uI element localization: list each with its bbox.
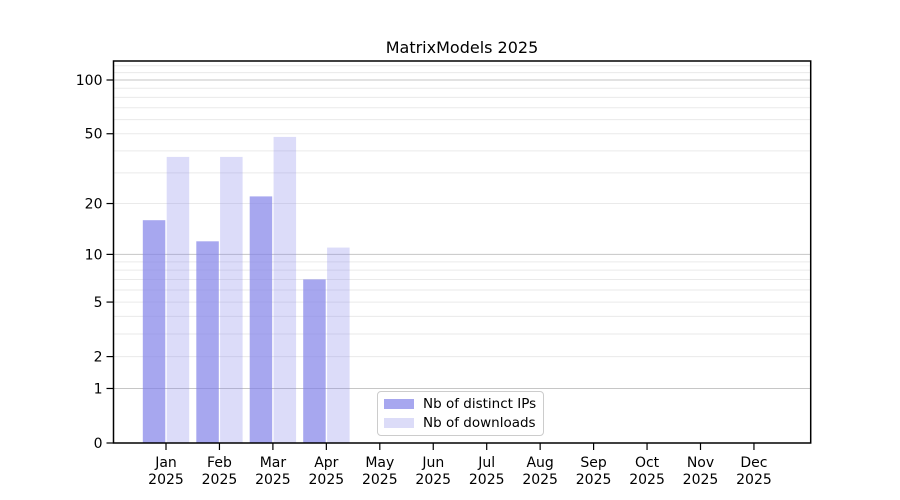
x-tick-label-month: Mar [260,455,287,471]
y-tick-label: 100 [76,73,103,89]
legend-item-distinct-ips: Nb of distinct IPs [384,396,537,412]
bar [273,136,297,443]
y-tick-label: 2 [94,350,103,366]
x-tick-label-year: 2025 [255,472,291,488]
x-tick-label-year: 2025 [362,472,398,488]
x-tick-label-month: Oct [635,455,660,471]
x-tick-label-month: Aug [526,455,553,471]
x-tick-label-year: 2025 [202,472,238,488]
x-tick-label-year: 2025 [736,472,772,488]
bar [303,279,326,443]
legend-label-distinct-ips: Nb of distinct IPs [423,396,537,412]
legend-swatch-downloads-icon [384,418,414,428]
gridlines-minor [113,65,811,358]
y-tick-label: 1 [94,381,103,397]
x-tick-label-year: 2025 [309,472,345,488]
bar [142,220,166,443]
x-tick-label-month: Jul [477,455,495,471]
x-tick-label-month: Feb [207,455,232,471]
x-tick-label-month: Jan [154,455,177,471]
x-tick-label-year: 2025 [148,472,184,488]
x-tick-label-year: 2025 [683,472,719,488]
x-tick-label-year: 2025 [469,472,505,488]
legend-item-downloads: Nb of downloads [384,415,537,431]
bars-series-0 [142,196,326,443]
x-tick-label-month: Apr [314,455,338,471]
x-tick-label-month: Sep [580,455,607,471]
y-tick-label: 0 [94,436,103,452]
axes-box [112,60,812,444]
y-tick-label: 10 [85,247,103,263]
bars-series-1 [166,136,350,443]
x-tick-label-year: 2025 [629,472,665,488]
gridlines-major [113,79,811,389]
legend-swatch-distinct-ips-icon [384,399,414,409]
legend-label-downloads: Nb of downloads [423,415,536,431]
y-tick-label: 50 [85,127,103,143]
y-tick-label: 20 [85,197,103,213]
bar [220,156,243,443]
bar [327,247,350,443]
x-tick-label-month: Jun [421,455,444,471]
x-tick-label-year: 2025 [522,472,558,488]
chart-title: MatrixModels 2025 [385,38,539,57]
x-tick-label-month: Dec [740,455,767,471]
legend: Nb of distinct IPs Nb of downloads [377,391,544,436]
y-tick-label: 5 [94,295,103,311]
x-tick-label-year: 2025 [576,472,612,488]
bar [249,196,273,443]
x-tick-label-year: 2025 [415,472,451,488]
bar [166,156,190,443]
y-axis: 0 1 2 5 10 20 50 100 [76,73,114,452]
x-axis: Jan2025Feb2025Mar2025Apr2025May2025Jun20… [148,443,772,488]
x-tick-label-month: Nov [687,455,714,471]
bar [196,241,219,443]
x-tick-label-month: May [365,455,394,471]
